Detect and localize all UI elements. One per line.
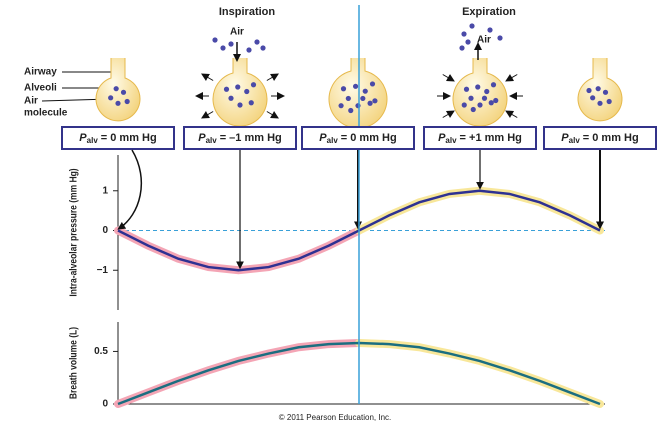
figure: Inspiration Expiration Airway Alveoli Ai… [0, 0, 657, 427]
curve-glow [118, 231, 359, 271]
alveoli-label: Alveoli [24, 83, 57, 94]
air-molecule [121, 90, 126, 95]
pressure-subscript: alv [445, 136, 457, 145]
air-molecule [487, 27, 492, 32]
air-molecule [465, 39, 470, 44]
air-molecule [607, 99, 612, 104]
air-molecule [228, 41, 233, 46]
air-molecule [220, 45, 225, 50]
air-molecule [260, 45, 265, 50]
phase-label: Expiration [462, 6, 516, 18]
air-molecule [590, 95, 595, 100]
air-molecule [482, 96, 487, 101]
air-molecule-label: molecule [24, 108, 68, 119]
air-molecule [603, 90, 608, 95]
air-molecule [464, 87, 469, 92]
air-molecule [475, 84, 480, 89]
air-molecule [489, 100, 494, 105]
air-molecule [469, 23, 474, 28]
pressure-value: = –1 mm Hg [220, 132, 282, 144]
credit: © 2011 Pearson Education, Inc. [279, 413, 391, 422]
air-molecule [586, 88, 591, 93]
air-molecule [471, 107, 476, 112]
pressure-arrow [267, 112, 277, 118]
pressure-arrow [203, 75, 213, 81]
air-molecule [484, 89, 489, 94]
y-tick-label: 0 [102, 399, 108, 410]
air-molecule [493, 98, 498, 103]
air-molecule [370, 81, 375, 86]
pressure-arrow [203, 112, 213, 118]
air-molecule [125, 99, 130, 104]
curve-glow [118, 343, 359, 404]
air-molecule [353, 84, 358, 89]
air-molecule [461, 31, 466, 36]
pressure-subscript: alv [327, 136, 339, 145]
air-molecule [251, 82, 256, 87]
air-molecule [597, 101, 602, 106]
air-molecule [363, 89, 368, 94]
alveolus [453, 58, 507, 126]
air-molecule [491, 82, 496, 87]
air-molecule [372, 98, 377, 103]
y-tick-label: 1 [102, 185, 108, 196]
pressure-subscript: alv [87, 136, 99, 145]
pressure-subscript: alv [206, 136, 218, 145]
airway-label: Airway [24, 67, 57, 78]
air-molecule [338, 103, 343, 108]
air-molecule [249, 100, 254, 105]
air-molecule [348, 108, 353, 113]
pressure-arrow [507, 75, 517, 81]
pressure-arrow [267, 75, 277, 81]
y-tick-label: −1 [97, 265, 109, 276]
pressure-arrow [507, 112, 517, 118]
air-molecule [468, 96, 473, 101]
air-molecule [254, 39, 259, 44]
air-molecule [244, 89, 249, 94]
air-label: Air [230, 27, 244, 38]
pressure-value: = +1 mm Hg [460, 132, 522, 144]
alveolus [329, 58, 387, 128]
air-molecule [346, 96, 351, 101]
phase-label: Inspiration [219, 6, 276, 18]
air-molecule [459, 45, 464, 50]
air-molecule [367, 101, 372, 106]
air-molecule [462, 102, 467, 107]
pointer-arrow [119, 150, 141, 229]
pressure-value: = 0 mm Hg [583, 132, 639, 144]
air-molecule [341, 86, 346, 91]
pressure-value: = 0 mm Hg [341, 132, 397, 144]
air-label: Air [477, 35, 491, 46]
air-molecule [596, 86, 601, 91]
air-molecule [237, 102, 242, 107]
air-molecule [114, 86, 119, 91]
pressure-value: = 0 mm Hg [101, 132, 157, 144]
pressure-subscript: alv [569, 136, 581, 145]
air-molecule [115, 101, 120, 106]
air-molecule [108, 95, 113, 100]
curve-glow [359, 343, 600, 404]
y-axis-label: Breath volume (L) [68, 327, 79, 399]
air-molecule [477, 102, 482, 107]
y-tick-label: 0.5 [94, 346, 108, 357]
air-molecule [360, 96, 365, 101]
pressure-arrow [443, 112, 453, 118]
y-tick-label: 0 [102, 225, 108, 236]
air-molecule [246, 47, 251, 52]
pressure-arrow [443, 75, 453, 81]
y-axis-label: Intra-alveolar pressure (mm Hg) [68, 168, 79, 296]
air-molecule-label: Air [24, 96, 38, 107]
air-molecule [224, 87, 229, 92]
air-molecule [212, 37, 217, 42]
air-molecule [497, 35, 502, 40]
air-molecule [355, 103, 360, 108]
air-molecule [228, 96, 233, 101]
air-molecule [235, 84, 240, 89]
alveolus [213, 58, 267, 126]
curve-glow [359, 191, 600, 231]
